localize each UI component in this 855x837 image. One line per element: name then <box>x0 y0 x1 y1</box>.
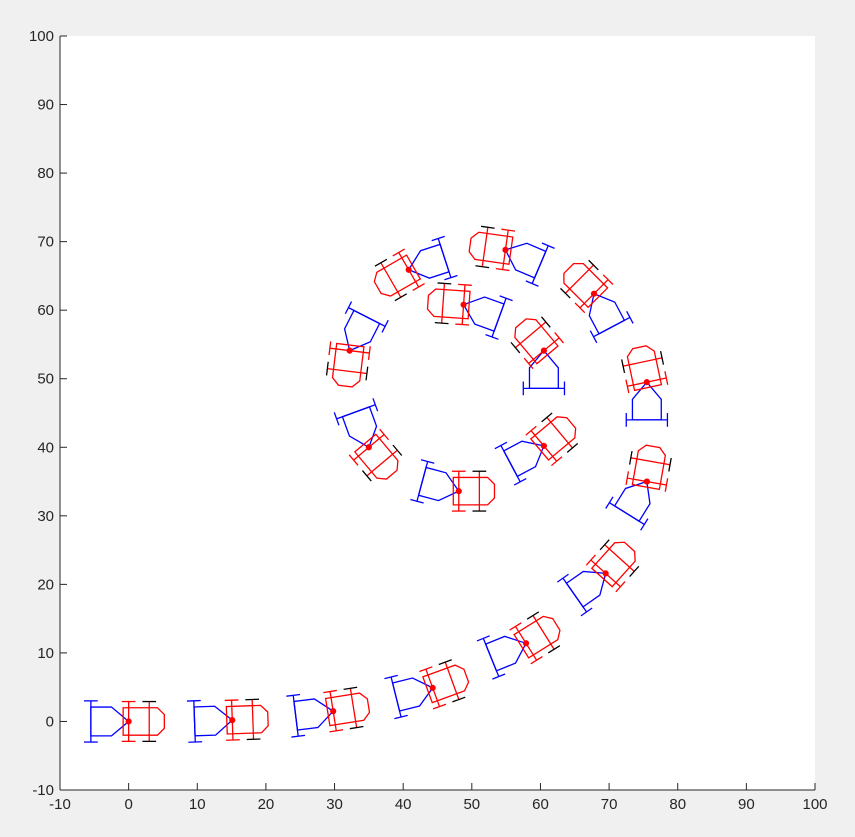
trailer-mark <box>605 480 651 531</box>
y-tick-label: 10 <box>37 645 54 662</box>
trailer-mark <box>588 292 634 344</box>
x-tick-label: 40 <box>395 796 412 813</box>
x-tick-label: 10 <box>189 796 206 813</box>
tractor-mark <box>585 539 640 593</box>
x-tick-label: 80 <box>669 796 686 813</box>
y-tick-label: 90 <box>37 97 54 114</box>
x-tick-label: 20 <box>258 796 275 813</box>
y-tick-label: 70 <box>37 234 54 251</box>
vehicle-marks <box>84 225 672 743</box>
trailer-mark <box>84 700 130 743</box>
tractor-mark <box>348 428 403 482</box>
x-tick-label: 100 <box>802 796 827 813</box>
trailer-mark <box>522 349 566 396</box>
trailer-mark <box>494 440 545 486</box>
y-tick-label: 60 <box>37 302 54 319</box>
y-tick-label: 40 <box>37 439 54 456</box>
tractor-mark <box>224 698 269 741</box>
x-tick-label: 90 <box>738 796 755 813</box>
y-tick-label: 20 <box>37 576 54 593</box>
tractor-mark <box>451 470 496 512</box>
trailer-mark <box>504 242 555 287</box>
tractor-mark <box>560 259 614 314</box>
x-tick-label: 70 <box>601 796 618 813</box>
x-tick-label: 60 <box>532 796 549 813</box>
y-tick-label: 0 <box>46 713 54 730</box>
tractor-mark <box>621 345 669 394</box>
x-tick-label: 0 <box>124 796 132 813</box>
tractor-mark <box>509 611 561 665</box>
tractor-mark <box>419 659 470 710</box>
y-tick-label: 100 <box>29 28 54 45</box>
tractor-mark <box>510 316 565 370</box>
tractor-mark <box>121 700 165 743</box>
trailer-mark <box>556 570 607 617</box>
trailer-mark <box>407 235 458 281</box>
trailer-mark <box>186 699 234 743</box>
plot-area <box>59 36 815 791</box>
trailer-mark <box>410 459 460 504</box>
tractor-mark <box>625 444 672 492</box>
y-tick-label: 80 <box>37 165 54 182</box>
trailer-mark <box>333 398 379 449</box>
y-tick-label: -10 <box>32 782 54 799</box>
tractor-mark <box>323 686 371 733</box>
tractor-mark <box>468 225 516 272</box>
x-tick-label: 50 <box>463 796 480 813</box>
tractor-mark <box>525 412 579 467</box>
plot-background <box>60 36 815 790</box>
trailer-mark <box>343 301 389 352</box>
x-axis: -10 0 10 20 30 40 50 60 70 80 90 100 <box>49 783 828 813</box>
x-tick-label: 30 <box>326 796 343 813</box>
trailer-mark <box>384 674 434 720</box>
y-tick-label: 50 <box>37 371 54 388</box>
trailer-mark <box>286 693 335 738</box>
x-tick-label: -10 <box>49 796 71 813</box>
trailer-mark <box>625 381 669 427</box>
trailer-mark <box>476 635 527 680</box>
trailer-mark <box>462 295 513 340</box>
y-axis: -10 0 10 20 30 40 50 60 70 80 90 100 <box>29 28 67 799</box>
tractor-mark <box>426 282 472 326</box>
y-tick-label: 30 <box>37 508 54 525</box>
tractor-mark <box>373 248 425 302</box>
tractor-mark <box>325 341 371 388</box>
